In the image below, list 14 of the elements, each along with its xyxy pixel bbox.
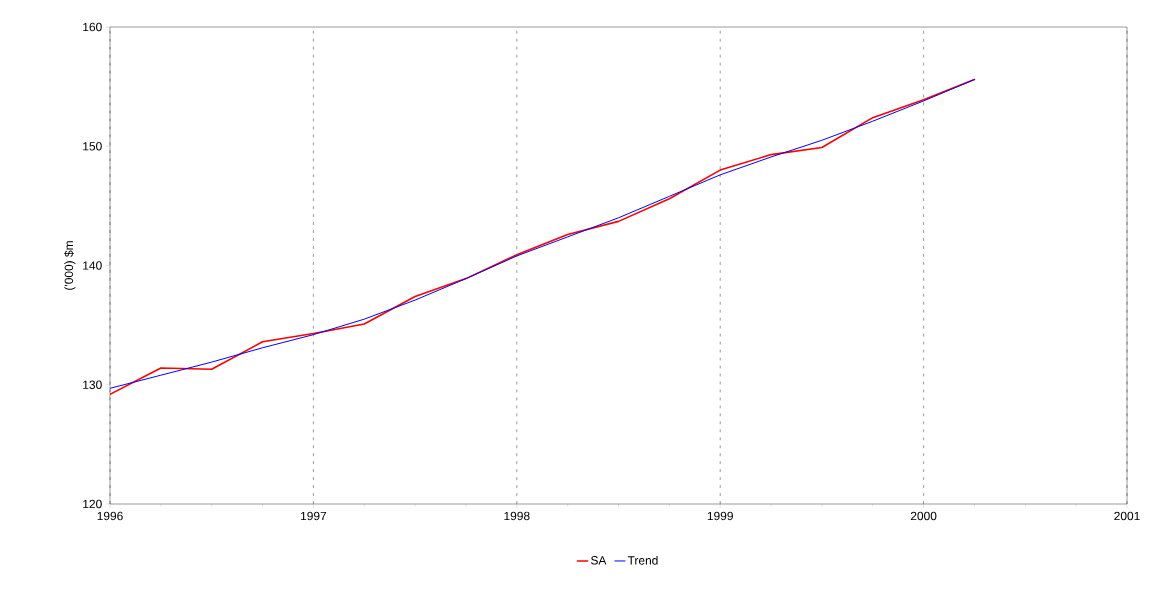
y-tick-label: 120: [83, 499, 102, 509]
x-tick-label: 1997: [301, 511, 327, 521]
x-tick-label: 1998: [504, 511, 530, 521]
y-tick-label: 150: [83, 142, 102, 151]
x-tick-label: 1996: [97, 511, 123, 521]
y-tick-label: 160: [83, 22, 102, 32]
y-axis-title: ('000) $m: [64, 241, 76, 290]
x-tick-label: 2001: [1114, 511, 1140, 521]
legend-label: SA: [591, 556, 607, 565]
x-tick-label: 2000: [910, 511, 937, 521]
x-tick-label: 1999: [707, 511, 733, 521]
y-tick-label: 130: [83, 380, 102, 389]
y-tick-label: 140: [83, 261, 102, 270]
legend-label: Trend: [627, 555, 658, 565]
